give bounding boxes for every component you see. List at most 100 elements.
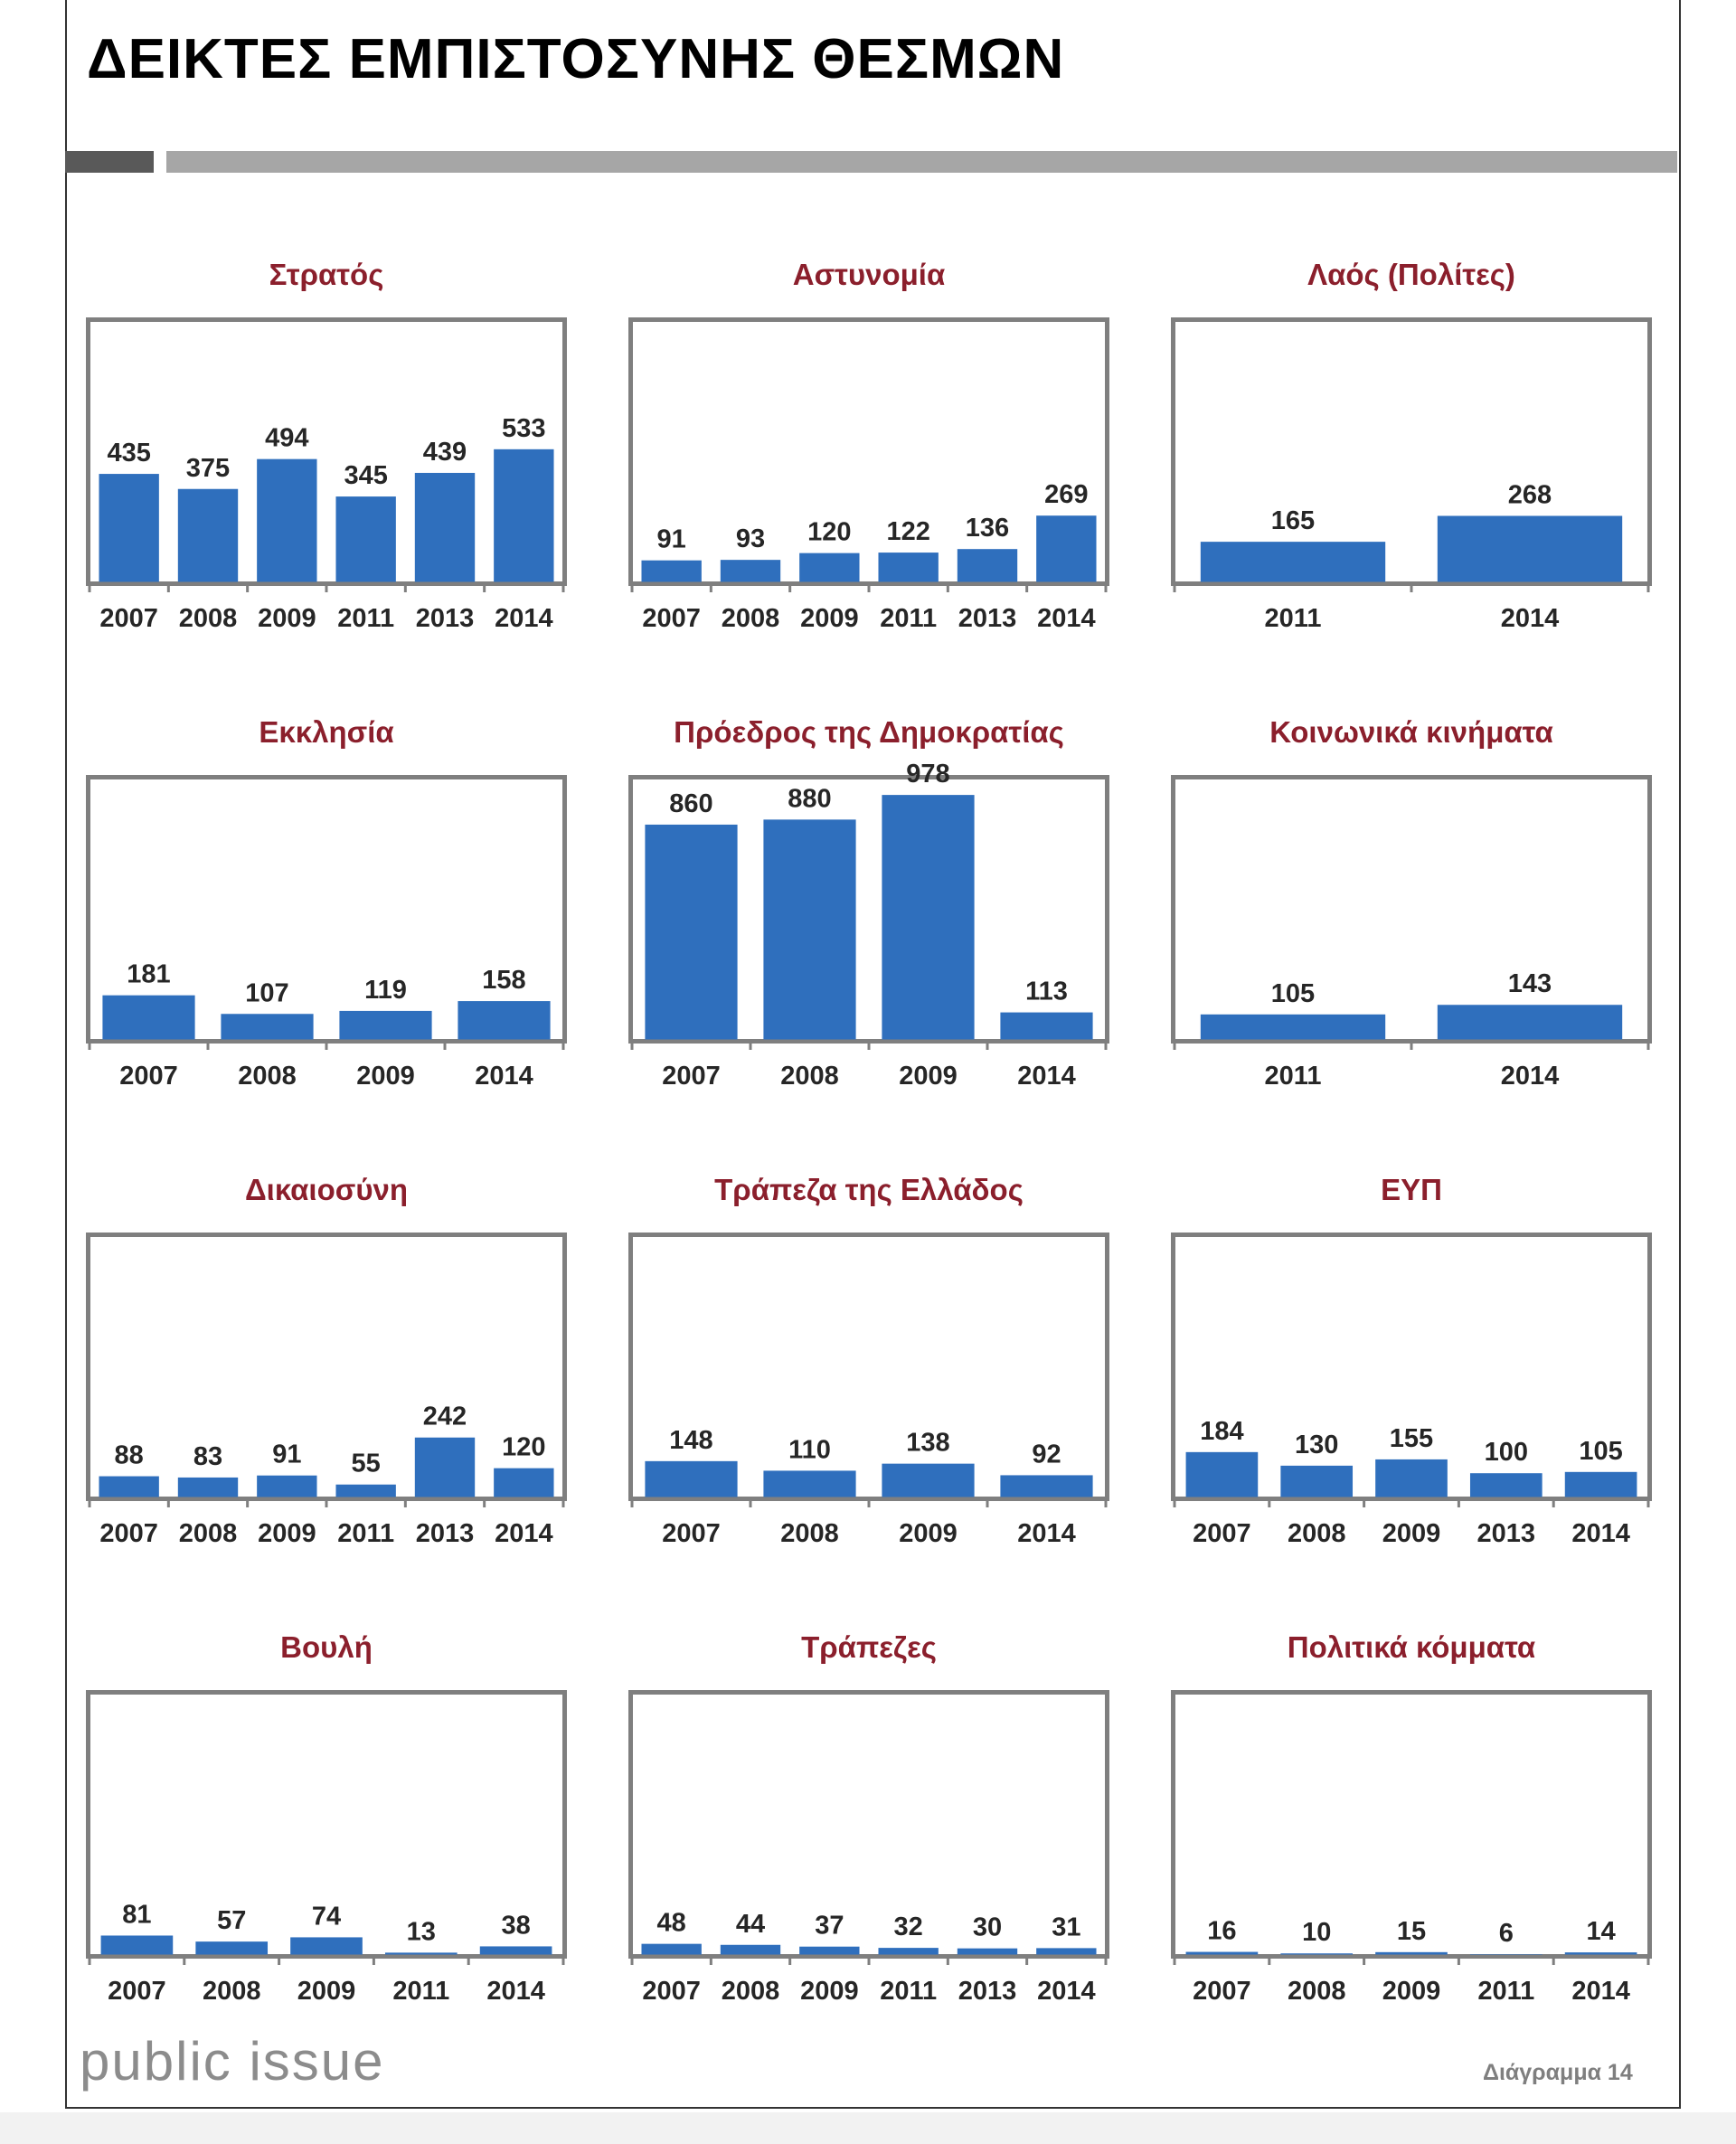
x-tick-label: 2011 bbox=[337, 1519, 394, 1548]
data-label: 268 bbox=[1508, 480, 1552, 509]
data-label: 88 bbox=[115, 1441, 144, 1470]
x-tick-label: 2007 bbox=[108, 1977, 166, 2006]
bar bbox=[1200, 1014, 1386, 1041]
data-label: 113 bbox=[1025, 978, 1068, 1006]
bar-chart: 105 2011 143 2014 bbox=[1171, 775, 1652, 1091]
x-tick-label: 2011 bbox=[1477, 1977, 1534, 2006]
data-label: 494 bbox=[265, 424, 308, 453]
x-tick-label: 2014 bbox=[1571, 1519, 1630, 1548]
x-tick-label: 2014 bbox=[1017, 1519, 1076, 1548]
bar bbox=[479, 1946, 552, 1956]
bar bbox=[177, 1477, 239, 1498]
bar bbox=[100, 1935, 174, 1956]
data-label: 122 bbox=[886, 517, 929, 546]
x-tick-label: 2009 bbox=[1382, 1977, 1441, 2006]
x-tick-label: 2009 bbox=[899, 1062, 958, 1091]
bar-chart: 860 2007 880 2008 978 2009 113 2014 bbox=[628, 760, 1109, 1091]
bar bbox=[957, 1948, 1018, 1956]
chart-title: Στρατός bbox=[269, 258, 384, 291]
x-tick-label: 2014 bbox=[495, 1519, 553, 1548]
bar bbox=[641, 1943, 702, 1956]
x-tick-label: 2009 bbox=[899, 1519, 958, 1548]
chart-frame bbox=[86, 1233, 567, 1501]
x-tick-label: 2008 bbox=[179, 604, 238, 633]
data-label: 92 bbox=[1032, 1440, 1061, 1469]
data-label: 148 bbox=[669, 1426, 712, 1455]
data-label: 44 bbox=[736, 1910, 765, 1939]
chart-frame bbox=[1171, 775, 1652, 1044]
bar bbox=[641, 560, 702, 583]
page-frame bbox=[65, 0, 1681, 2109]
bar bbox=[645, 824, 738, 1041]
x-tick-label: 2007 bbox=[1193, 1977, 1251, 2006]
x-tick-label: 2008 bbox=[1288, 1977, 1346, 2006]
bar-chart: 48 2007 44 2008 37 2009 32 2011 30 2013 31 2014 bbox=[628, 1690, 1109, 2006]
x-tick-label: 2011 bbox=[1265, 1062, 1322, 1091]
bar-chart: 148 2007 110 2008 138 2009 92 2014 bbox=[628, 1233, 1109, 1548]
page-title: ΔΕΙΚΤΕΣ ΕΜΠΙΣΤΟΣΥΝΗΣ ΘΕΣΜΩΝ bbox=[87, 28, 1065, 90]
bar bbox=[720, 1944, 781, 1956]
chart-frame bbox=[86, 317, 567, 586]
bar-chart: 81 2007 57 2008 74 2009 13 2011 38 2014 bbox=[86, 1690, 567, 2006]
data-label: 55 bbox=[352, 1450, 381, 1478]
x-tick-label: 2008 bbox=[780, 1519, 839, 1548]
data-label: 110 bbox=[788, 1435, 831, 1464]
bar bbox=[1000, 1012, 1093, 1041]
data-label: 107 bbox=[245, 978, 288, 1007]
data-label: 38 bbox=[501, 1911, 530, 1940]
x-tick-label: 2011 bbox=[337, 604, 394, 633]
chart-title: Αστυνομία bbox=[792, 258, 946, 291]
bar bbox=[1200, 542, 1386, 583]
bar-chart: 181 2007 107 2008 119 2009 158 2014 bbox=[86, 775, 567, 1091]
x-tick-label: 2008 bbox=[1288, 1519, 1346, 1548]
bar-chart: 435 2007 375 2008 494 2009 345 2011 439 2013 533 20… bbox=[86, 317, 567, 633]
data-label: 155 bbox=[1390, 1424, 1433, 1453]
bar bbox=[494, 1468, 554, 1498]
bar bbox=[458, 1001, 551, 1041]
chart-title: Βουλή bbox=[280, 1630, 373, 1664]
x-tick-label: 2014 bbox=[475, 1062, 533, 1091]
chart-frame bbox=[628, 317, 1109, 586]
data-label: 74 bbox=[312, 1902, 341, 1931]
bar bbox=[257, 1475, 317, 1498]
bar bbox=[1375, 1459, 1448, 1498]
data-label: 48 bbox=[657, 1909, 686, 1938]
x-tick-label: 2011 bbox=[880, 1977, 937, 2006]
data-label: 138 bbox=[906, 1429, 949, 1458]
x-tick-label: 2014 bbox=[1037, 604, 1096, 633]
data-label: 375 bbox=[186, 454, 230, 483]
data-label: 32 bbox=[894, 1913, 923, 1941]
bar-chart: 165 2011 268 2014 bbox=[1171, 317, 1652, 633]
x-tick-label: 2008 bbox=[722, 1977, 780, 2006]
bar bbox=[177, 488, 239, 583]
x-tick-label: 2013 bbox=[416, 1519, 475, 1548]
data-label: 345 bbox=[344, 461, 387, 490]
data-label: 181 bbox=[127, 960, 170, 989]
x-tick-label: 2007 bbox=[99, 604, 158, 633]
bar bbox=[99, 1476, 159, 1498]
data-label: 269 bbox=[1044, 480, 1088, 509]
data-label: 120 bbox=[502, 1433, 545, 1462]
bar bbox=[384, 1952, 458, 1956]
bar bbox=[221, 1014, 314, 1041]
data-label: 91 bbox=[272, 1440, 301, 1469]
data-label: 91 bbox=[657, 525, 686, 554]
title-accent-dark bbox=[65, 151, 154, 173]
data-label: 120 bbox=[807, 518, 851, 547]
x-tick-label: 2007 bbox=[662, 1519, 721, 1548]
x-tick-label: 2009 bbox=[297, 1977, 356, 2006]
bar bbox=[1185, 1951, 1259, 1956]
chart-title: Δικαιοσύνη bbox=[244, 1173, 409, 1206]
x-tick-label: 2013 bbox=[1477, 1519, 1536, 1548]
data-label: 13 bbox=[407, 1917, 436, 1946]
bar bbox=[1036, 515, 1097, 583]
x-tick-label: 2007 bbox=[642, 604, 701, 633]
bar bbox=[763, 1470, 856, 1498]
chart-frame bbox=[628, 1690, 1109, 1959]
bar bbox=[1437, 1005, 1623, 1041]
chart-title: Εκκλησία bbox=[259, 715, 394, 749]
data-label: 435 bbox=[107, 439, 150, 468]
data-label: 105 bbox=[1579, 1437, 1622, 1466]
data-label: 130 bbox=[1295, 1431, 1338, 1459]
bar bbox=[1469, 1473, 1543, 1498]
